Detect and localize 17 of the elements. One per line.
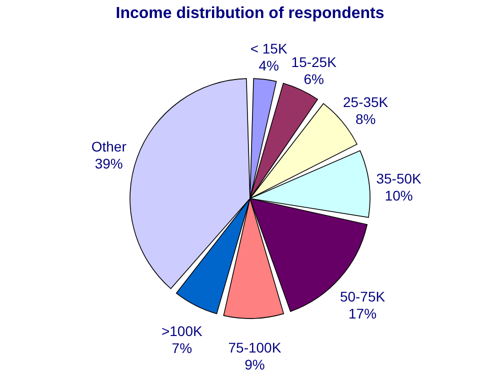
data-label: 7% (172, 340, 192, 356)
slice-label: >100K (161, 323, 203, 340)
slice-label: 50-75K (340, 288, 386, 305)
slice-label: 75-100K (228, 339, 282, 356)
data-label: 17% (348, 306, 377, 322)
data-label: 9% (244, 356, 265, 372)
chart-title: Income distribution of respondents (116, 5, 384, 22)
data-label: 39% (94, 156, 123, 172)
slice-label: 15-25K (291, 54, 338, 70)
data-label: 6% (304, 70, 324, 87)
data-label: 4% (258, 58, 279, 74)
slice-label: 25-35K (343, 94, 389, 110)
data-label: 8% (355, 110, 376, 127)
slice-label: Other (91, 138, 127, 155)
slice-label: < 15K (250, 40, 288, 57)
data-label: 10% (384, 188, 413, 204)
slice-label: 35-50K (376, 170, 422, 187)
